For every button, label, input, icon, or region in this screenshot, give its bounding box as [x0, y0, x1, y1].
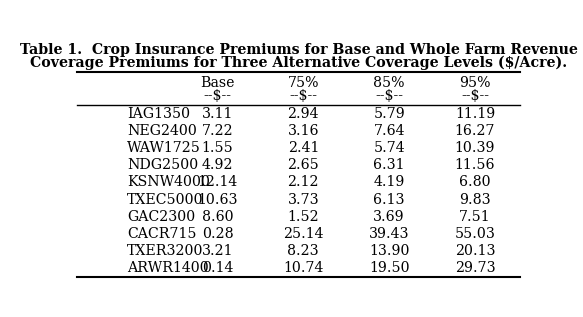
Text: 2.12: 2.12 — [287, 175, 319, 189]
Text: 4.92: 4.92 — [202, 158, 233, 172]
Text: Coverage Premiums for Three Alternative Coverage Levels ($/Acre).: Coverage Premiums for Three Alternative … — [30, 55, 567, 70]
Text: 6.31: 6.31 — [373, 158, 405, 172]
Text: 16.27: 16.27 — [455, 124, 495, 138]
Text: 2.94: 2.94 — [287, 107, 319, 121]
Text: 1.52: 1.52 — [287, 210, 319, 224]
Text: 7.51: 7.51 — [459, 210, 491, 224]
Text: 75%: 75% — [287, 76, 319, 90]
Text: 12.14: 12.14 — [197, 175, 238, 189]
Text: 5.79: 5.79 — [373, 107, 405, 121]
Text: --$--: --$-- — [375, 89, 403, 103]
Text: 3.73: 3.73 — [287, 192, 319, 207]
Text: 9.83: 9.83 — [459, 192, 491, 207]
Text: --$--: --$-- — [461, 89, 489, 103]
Text: NDG2500: NDG2500 — [127, 158, 198, 172]
Text: 10.74: 10.74 — [283, 261, 324, 275]
Text: 10.63: 10.63 — [197, 192, 238, 207]
Text: --$--: --$-- — [203, 89, 231, 103]
Text: 2.65: 2.65 — [287, 158, 319, 172]
Text: 8.23: 8.23 — [287, 244, 319, 258]
Text: 55.03: 55.03 — [455, 227, 496, 241]
Text: 3.11: 3.11 — [202, 107, 233, 121]
Text: TXER3200: TXER3200 — [127, 244, 203, 258]
Text: 85%: 85% — [373, 76, 405, 90]
Text: 29.73: 29.73 — [455, 261, 496, 275]
Text: 20.13: 20.13 — [455, 244, 495, 258]
Text: 95%: 95% — [459, 76, 491, 90]
Text: 39.43: 39.43 — [369, 227, 409, 241]
Text: CACR715: CACR715 — [127, 227, 196, 241]
Text: KSNW4000: KSNW4000 — [127, 175, 210, 189]
Text: 13.90: 13.90 — [369, 244, 409, 258]
Text: 6.13: 6.13 — [373, 192, 405, 207]
Text: 4.19: 4.19 — [374, 175, 405, 189]
Text: NEG2400: NEG2400 — [127, 124, 197, 138]
Text: IAG1350: IAG1350 — [127, 107, 190, 121]
Text: 0.28: 0.28 — [202, 227, 233, 241]
Text: TXEC5000: TXEC5000 — [127, 192, 203, 207]
Text: 25.14: 25.14 — [283, 227, 324, 241]
Text: 8.60: 8.60 — [202, 210, 233, 224]
Text: 11.56: 11.56 — [455, 158, 495, 172]
Text: GAC2300: GAC2300 — [127, 210, 195, 224]
Text: 19.50: 19.50 — [369, 261, 409, 275]
Text: 3.69: 3.69 — [373, 210, 405, 224]
Text: 5.74: 5.74 — [373, 141, 405, 155]
Text: 7.22: 7.22 — [202, 124, 233, 138]
Text: 6.80: 6.80 — [459, 175, 491, 189]
Text: 1.55: 1.55 — [202, 141, 233, 155]
Text: --$--: --$-- — [289, 89, 317, 103]
Text: 3.21: 3.21 — [202, 244, 233, 258]
Text: 0.14: 0.14 — [202, 261, 233, 275]
Text: 3.16: 3.16 — [287, 124, 319, 138]
Text: 7.64: 7.64 — [373, 124, 405, 138]
Text: 2.41: 2.41 — [287, 141, 319, 155]
Text: Table 1.  Crop Insurance Premiums for Base and Whole Farm Revenue: Table 1. Crop Insurance Premiums for Bas… — [20, 43, 578, 57]
Text: 11.19: 11.19 — [455, 107, 495, 121]
Text: 10.39: 10.39 — [455, 141, 495, 155]
Text: ARWR1400: ARWR1400 — [127, 261, 209, 275]
Text: Base: Base — [200, 76, 235, 90]
Text: WAW1725: WAW1725 — [127, 141, 201, 155]
